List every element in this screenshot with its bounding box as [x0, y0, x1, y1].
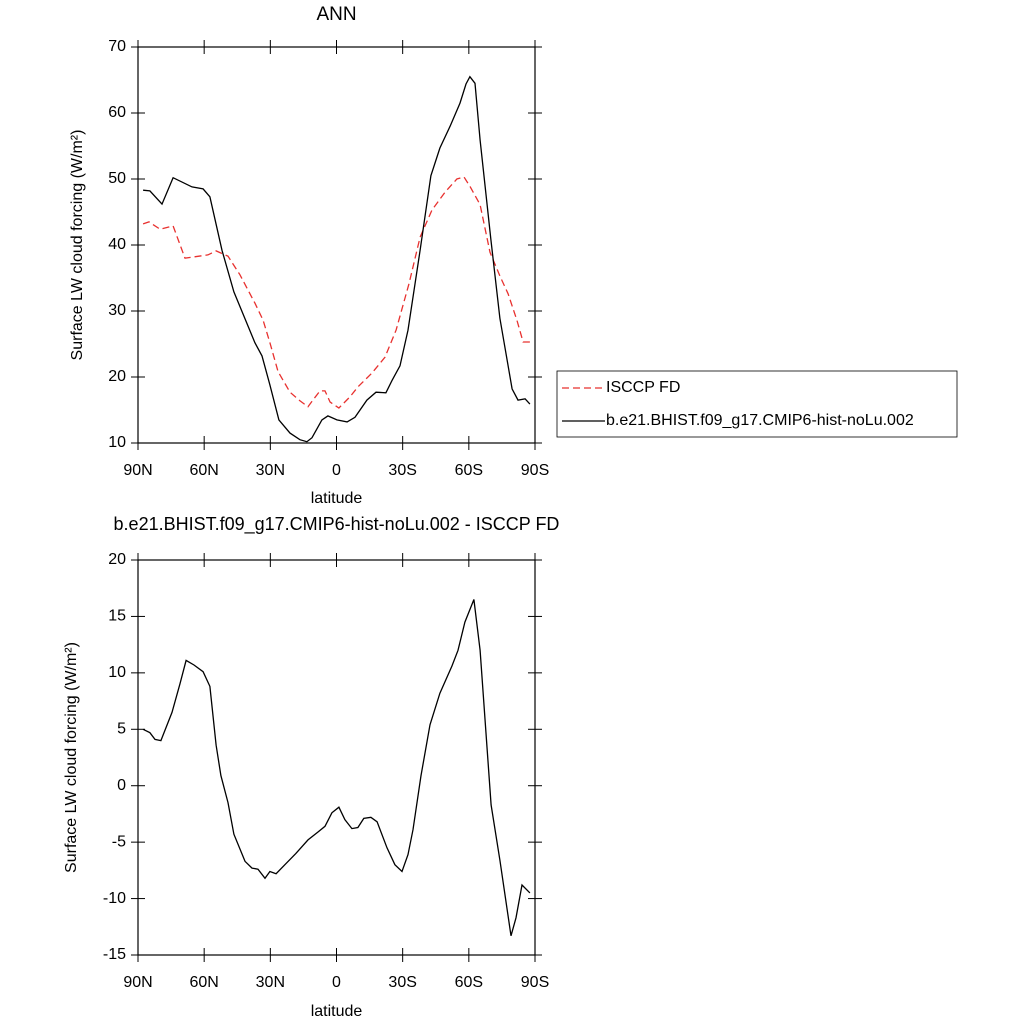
- x-tick-label: 30S: [388, 974, 416, 991]
- y-tick-label: 50: [108, 170, 126, 187]
- legend-box: [556, 370, 958, 438]
- y-tick-label: 10: [108, 434, 126, 451]
- y-tick-label: 15: [108, 608, 126, 625]
- x-tick-label: 60S: [455, 974, 483, 991]
- y-axis-label: Surface LW cloud forcing (W/m²): [69, 130, 86, 361]
- x-tick-label: 60N: [189, 974, 218, 991]
- y-tick-label: 20: [108, 368, 126, 385]
- legend-label: ISCCP FD: [606, 379, 680, 396]
- legend-label: b.e21.BHIST.f09_g17.CMIP6-hist-noLu.002: [606, 412, 914, 429]
- y-tick-label: 0: [117, 777, 126, 794]
- y-tick-label: 10: [108, 664, 126, 681]
- x-tick-label: 90S: [521, 462, 549, 479]
- x-tick-label: 60S: [455, 462, 483, 479]
- y-tick-label: 40: [108, 236, 126, 253]
- x-axis-label: latitude: [311, 490, 363, 507]
- data-line: [142, 176, 530, 409]
- y-tick-label: 70: [108, 38, 126, 55]
- data-line: [142, 599, 531, 936]
- x-tick-label: 0: [332, 974, 341, 991]
- y-tick-label: -10: [103, 890, 126, 907]
- plot-frame: [137, 46, 536, 444]
- y-axis-label: Surface LW cloud forcing (W/m²): [63, 642, 80, 873]
- x-tick-label: 30S: [388, 462, 416, 479]
- y-tick-label: 5: [117, 721, 126, 738]
- x-tick-label: 0: [332, 462, 341, 479]
- plot-frame: [137, 559, 536, 956]
- x-tick-label: 90N: [123, 974, 152, 991]
- x-tick-label: 30N: [256, 974, 285, 991]
- x-tick-label: 90N: [123, 462, 152, 479]
- data-line: [143, 75, 531, 443]
- y-tick-label: 60: [108, 104, 126, 121]
- y-tick-label: 30: [108, 302, 126, 319]
- y-tick-label: 20: [108, 551, 126, 568]
- y-tick-label: -5: [112, 833, 126, 850]
- x-tick-label: 30N: [256, 462, 285, 479]
- x-tick-label: 90S: [521, 974, 549, 991]
- x-tick-label: 60N: [189, 462, 218, 479]
- chart-title: ANN: [316, 4, 356, 25]
- x-axis-label: latitude: [311, 1003, 363, 1020]
- chart-title: b.e21.BHIST.f09_g17.CMIP6-hist-noLu.002 …: [114, 514, 560, 535]
- y-tick-label: -15: [103, 946, 126, 963]
